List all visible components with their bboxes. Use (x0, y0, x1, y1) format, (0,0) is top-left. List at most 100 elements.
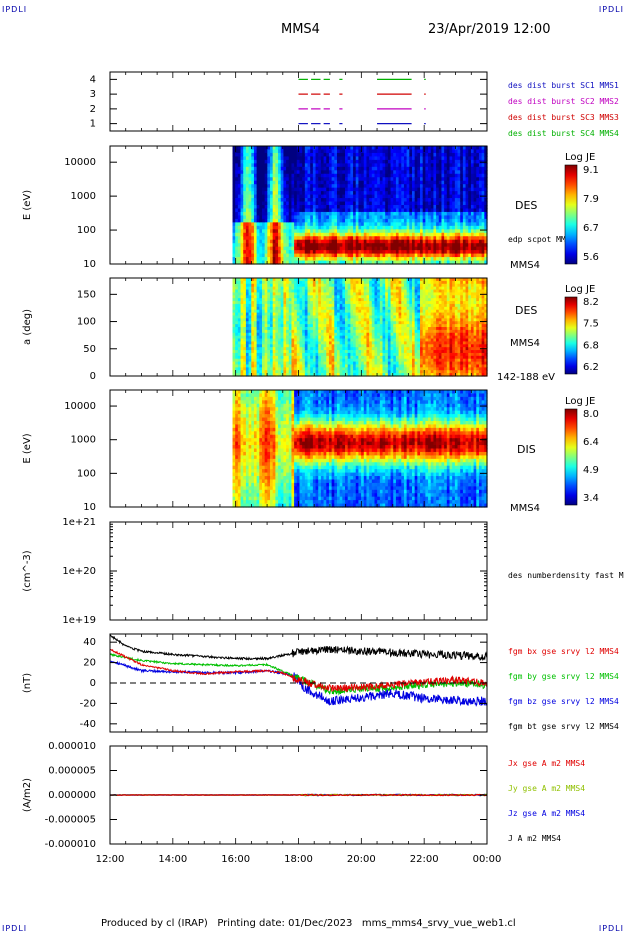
des-pitch-cell (243, 286, 247, 291)
des-pitch-cell (334, 318, 338, 322)
des-pitch-cell (270, 361, 274, 366)
des-energy-cell (366, 257, 370, 262)
des-energy-cell (403, 257, 408, 262)
des-energy-cell (406, 152, 410, 158)
des-energy-cell (478, 146, 483, 151)
des-energy-cell (411, 243, 416, 248)
des-pitch-cell (243, 344, 247, 348)
des-energy-cell (264, 225, 268, 230)
des-energy-cell (270, 239, 274, 244)
des-pitch-cell (342, 298, 346, 302)
des-energy-cell (336, 180, 341, 185)
des-energy-cell (294, 250, 298, 255)
des-energy-cell (460, 149, 464, 154)
des-energy-cell (366, 205, 370, 210)
des-energy-cell (361, 170, 365, 175)
des-energy-cell (411, 239, 416, 244)
des-energy-cell (420, 170, 424, 175)
des-energy-cell (267, 184, 271, 189)
des-energy-cell (259, 149, 263, 154)
des-energy-cell (307, 211, 311, 217)
des-energy-cell (302, 201, 306, 206)
des-energy-cell (363, 149, 368, 154)
des-energy-cell (430, 149, 435, 154)
des-energy-cell (387, 222, 392, 227)
des-energy-cell (449, 152, 453, 158)
des-energy-cell (261, 149, 266, 154)
des-pitch-cell (237, 361, 242, 366)
des-energy-cell (425, 250, 429, 255)
des-energy-cell (417, 201, 421, 206)
des-pitch-cell (326, 352, 330, 357)
des-energy-cell (302, 215, 306, 220)
des-energy-cell (417, 163, 421, 168)
des-energy-cell (476, 156, 480, 161)
des-pitch-cell (259, 338, 263, 343)
des-energy-cell (288, 232, 293, 237)
des-energy-cell (275, 166, 279, 171)
des-pitch-cell (283, 327, 287, 331)
des-energy-cell (235, 229, 239, 234)
des-energy-cell (342, 166, 346, 171)
des-pitch-cell (318, 332, 322, 337)
des-energy-cell (323, 229, 327, 234)
des-energy-cell (248, 163, 252, 168)
des-energy-cell (270, 257, 274, 262)
des-pitch-cell (312, 361, 317, 366)
des-energy-cell (406, 253, 410, 258)
des-pitch-cell (353, 347, 357, 351)
des-energy-cell (430, 198, 435, 203)
des-pitch-cell (243, 361, 247, 366)
des-pitch-cell (318, 347, 322, 351)
des-pitch-cell (326, 358, 330, 363)
des-pitch-cell (251, 347, 255, 351)
des-energy-cell (240, 225, 244, 230)
des-energy-cell (353, 191, 357, 196)
des-energy-cell (294, 218, 298, 223)
des-energy-cell (411, 184, 416, 189)
des-pitch-cell (307, 352, 311, 357)
des-energy-cell (438, 166, 443, 171)
des-energy-cell (436, 177, 440, 182)
des-pitch-cell (240, 280, 244, 285)
des-energy-cell (379, 194, 384, 199)
des-energy-cell (350, 208, 354, 213)
des-pitch-cell (320, 286, 325, 291)
des-pitch-cell (302, 324, 306, 328)
des-energy-cell (310, 152, 314, 158)
des-pitch-cell (248, 344, 252, 348)
des-energy-cell (326, 218, 330, 223)
des-energy-cell (256, 239, 260, 244)
des-pitch-cell (326, 309, 330, 314)
des-energy-cell (436, 180, 440, 185)
des-pitch-cell (240, 309, 244, 314)
des-pitch-cell (280, 312, 285, 317)
des-energy-cell (465, 159, 469, 164)
des-energy-cell (401, 156, 405, 161)
des-pitch-cell (312, 286, 317, 291)
des-energy-cell (449, 215, 453, 220)
des-energy-cell (406, 243, 410, 248)
des-energy-cell (441, 177, 445, 182)
des-energy-cell (444, 211, 448, 217)
des-pitch-cell (267, 306, 271, 311)
des-energy-cell (286, 146, 290, 151)
des-energy-cell (288, 177, 293, 182)
des-energy-cell (411, 156, 416, 161)
des-energy-cell (401, 163, 405, 168)
des-energy-cell (302, 211, 306, 217)
des-pitch-cell (245, 301, 250, 305)
des-energy-cell (420, 246, 424, 251)
des-energy-colorbar-tick: 5.6 (583, 252, 599, 263)
des-pitch-cell (283, 292, 287, 296)
des-energy-cell (457, 229, 461, 234)
des-energy-cell (446, 239, 451, 244)
des-energy-cell (353, 236, 357, 241)
des-pitch-cell (256, 344, 260, 348)
des-energy-cell (481, 149, 485, 154)
des-pitch-cell (323, 286, 327, 291)
des-pitch-cell (353, 309, 357, 314)
des-pitch-cell (267, 301, 271, 305)
des-energy-cell (307, 159, 311, 164)
des-energy-cell (462, 250, 467, 255)
